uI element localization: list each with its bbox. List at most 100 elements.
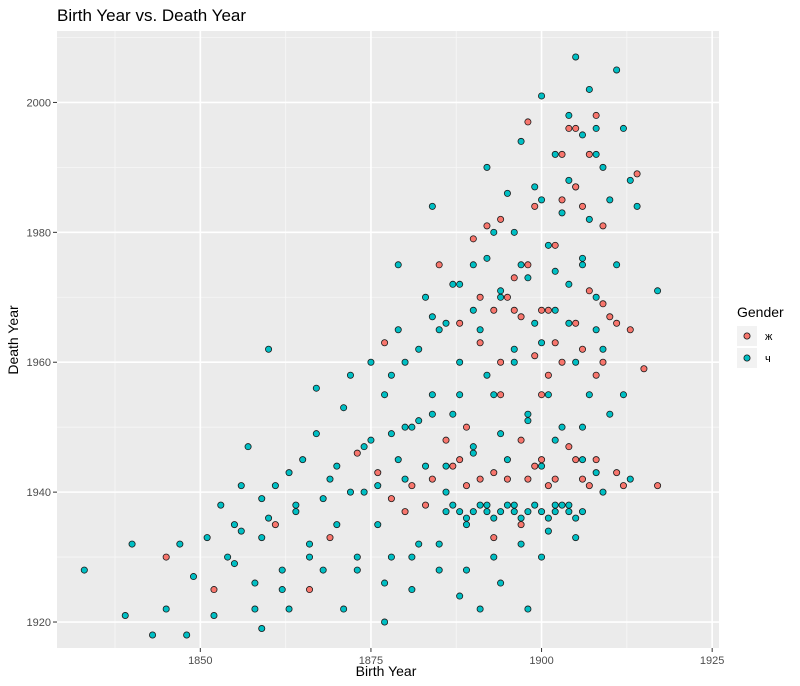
data-point (381, 391, 389, 399)
data-point (360, 488, 368, 496)
data-point (524, 410, 532, 418)
data-point (579, 261, 587, 269)
y-tick-label: 1940 (27, 487, 51, 499)
data-point (469, 306, 477, 314)
data-point (258, 625, 266, 633)
data-point (483, 371, 491, 379)
y-tick-label: 1920 (27, 617, 51, 629)
data-point (592, 150, 600, 158)
data-point (497, 508, 505, 516)
data-point (517, 514, 525, 522)
data-point (572, 534, 580, 542)
data-point (517, 540, 525, 548)
data-point (565, 501, 573, 509)
data-point (462, 514, 470, 522)
data-point (544, 391, 552, 399)
data-point (456, 508, 464, 516)
data-point (572, 53, 580, 61)
data-point (531, 183, 539, 191)
y-tick-label: 2000 (27, 97, 51, 109)
data-point (162, 605, 170, 613)
data-point (497, 215, 505, 223)
data-point (476, 293, 484, 301)
data-point (483, 163, 491, 171)
data-point (599, 300, 607, 308)
chart-title: Birth Year vs. Death Year (57, 6, 246, 25)
data-point (456, 456, 464, 464)
data-point (510, 358, 518, 366)
data-point (265, 514, 273, 522)
data-point (633, 170, 641, 178)
data-point (544, 241, 552, 249)
data-point (244, 443, 252, 451)
data-point (278, 586, 286, 594)
data-point (538, 391, 546, 399)
data-point (544, 371, 552, 379)
data-point (544, 527, 552, 535)
data-point (558, 358, 566, 366)
data-point (585, 150, 593, 158)
data-point (476, 339, 484, 347)
data-point (422, 501, 430, 509)
data-point (435, 540, 443, 548)
data-point (538, 508, 546, 516)
data-point (271, 482, 279, 490)
data-point (579, 475, 587, 483)
data-point (312, 430, 320, 438)
data-point (592, 456, 600, 464)
data-point (551, 150, 559, 158)
data-point (579, 202, 587, 210)
data-point (476, 326, 484, 334)
data-point (517, 137, 525, 145)
data-point (374, 521, 382, 529)
data-point (251, 579, 259, 587)
data-point (517, 436, 525, 444)
data-point (189, 573, 197, 581)
x-tick-label: 1925 (700, 655, 724, 667)
data-point (483, 254, 491, 262)
data-point (538, 553, 546, 561)
data-point (585, 215, 593, 223)
data-point (497, 391, 505, 399)
data-point (524, 261, 532, 269)
data-point (476, 605, 484, 613)
data-point (469, 235, 477, 243)
data-point (176, 540, 184, 548)
data-point (353, 553, 361, 561)
data-point (387, 553, 395, 561)
data-point (271, 521, 279, 529)
data-point (449, 462, 457, 470)
data-point (592, 371, 600, 379)
data-point (285, 469, 293, 477)
data-point (490, 228, 498, 236)
data-point (183, 631, 191, 639)
data-point (579, 508, 587, 516)
data-point (538, 462, 546, 470)
data-point (524, 475, 532, 483)
y-axis: 1920 1940 1960 1980 2000 (27, 97, 57, 629)
data-point (230, 560, 238, 568)
data-point (456, 358, 464, 366)
data-point (121, 612, 129, 620)
data-point (579, 131, 587, 139)
data-point (524, 605, 532, 613)
data-point (462, 521, 470, 529)
data-point (149, 631, 157, 639)
data-point (374, 482, 382, 490)
data-point (531, 352, 539, 360)
data-point (565, 443, 573, 451)
data-point (224, 553, 232, 561)
plot-panel (57, 31, 719, 648)
data-point (374, 469, 382, 477)
data-point (599, 345, 607, 353)
data-point (469, 449, 477, 457)
data-point (558, 196, 566, 204)
data-point (258, 534, 266, 542)
data-point (456, 592, 464, 600)
data-point (408, 553, 416, 561)
x-tick-label: 1875 (359, 655, 383, 667)
data-point (428, 313, 436, 321)
data-point (538, 92, 546, 100)
data-point (435, 261, 443, 269)
data-point (565, 319, 573, 327)
